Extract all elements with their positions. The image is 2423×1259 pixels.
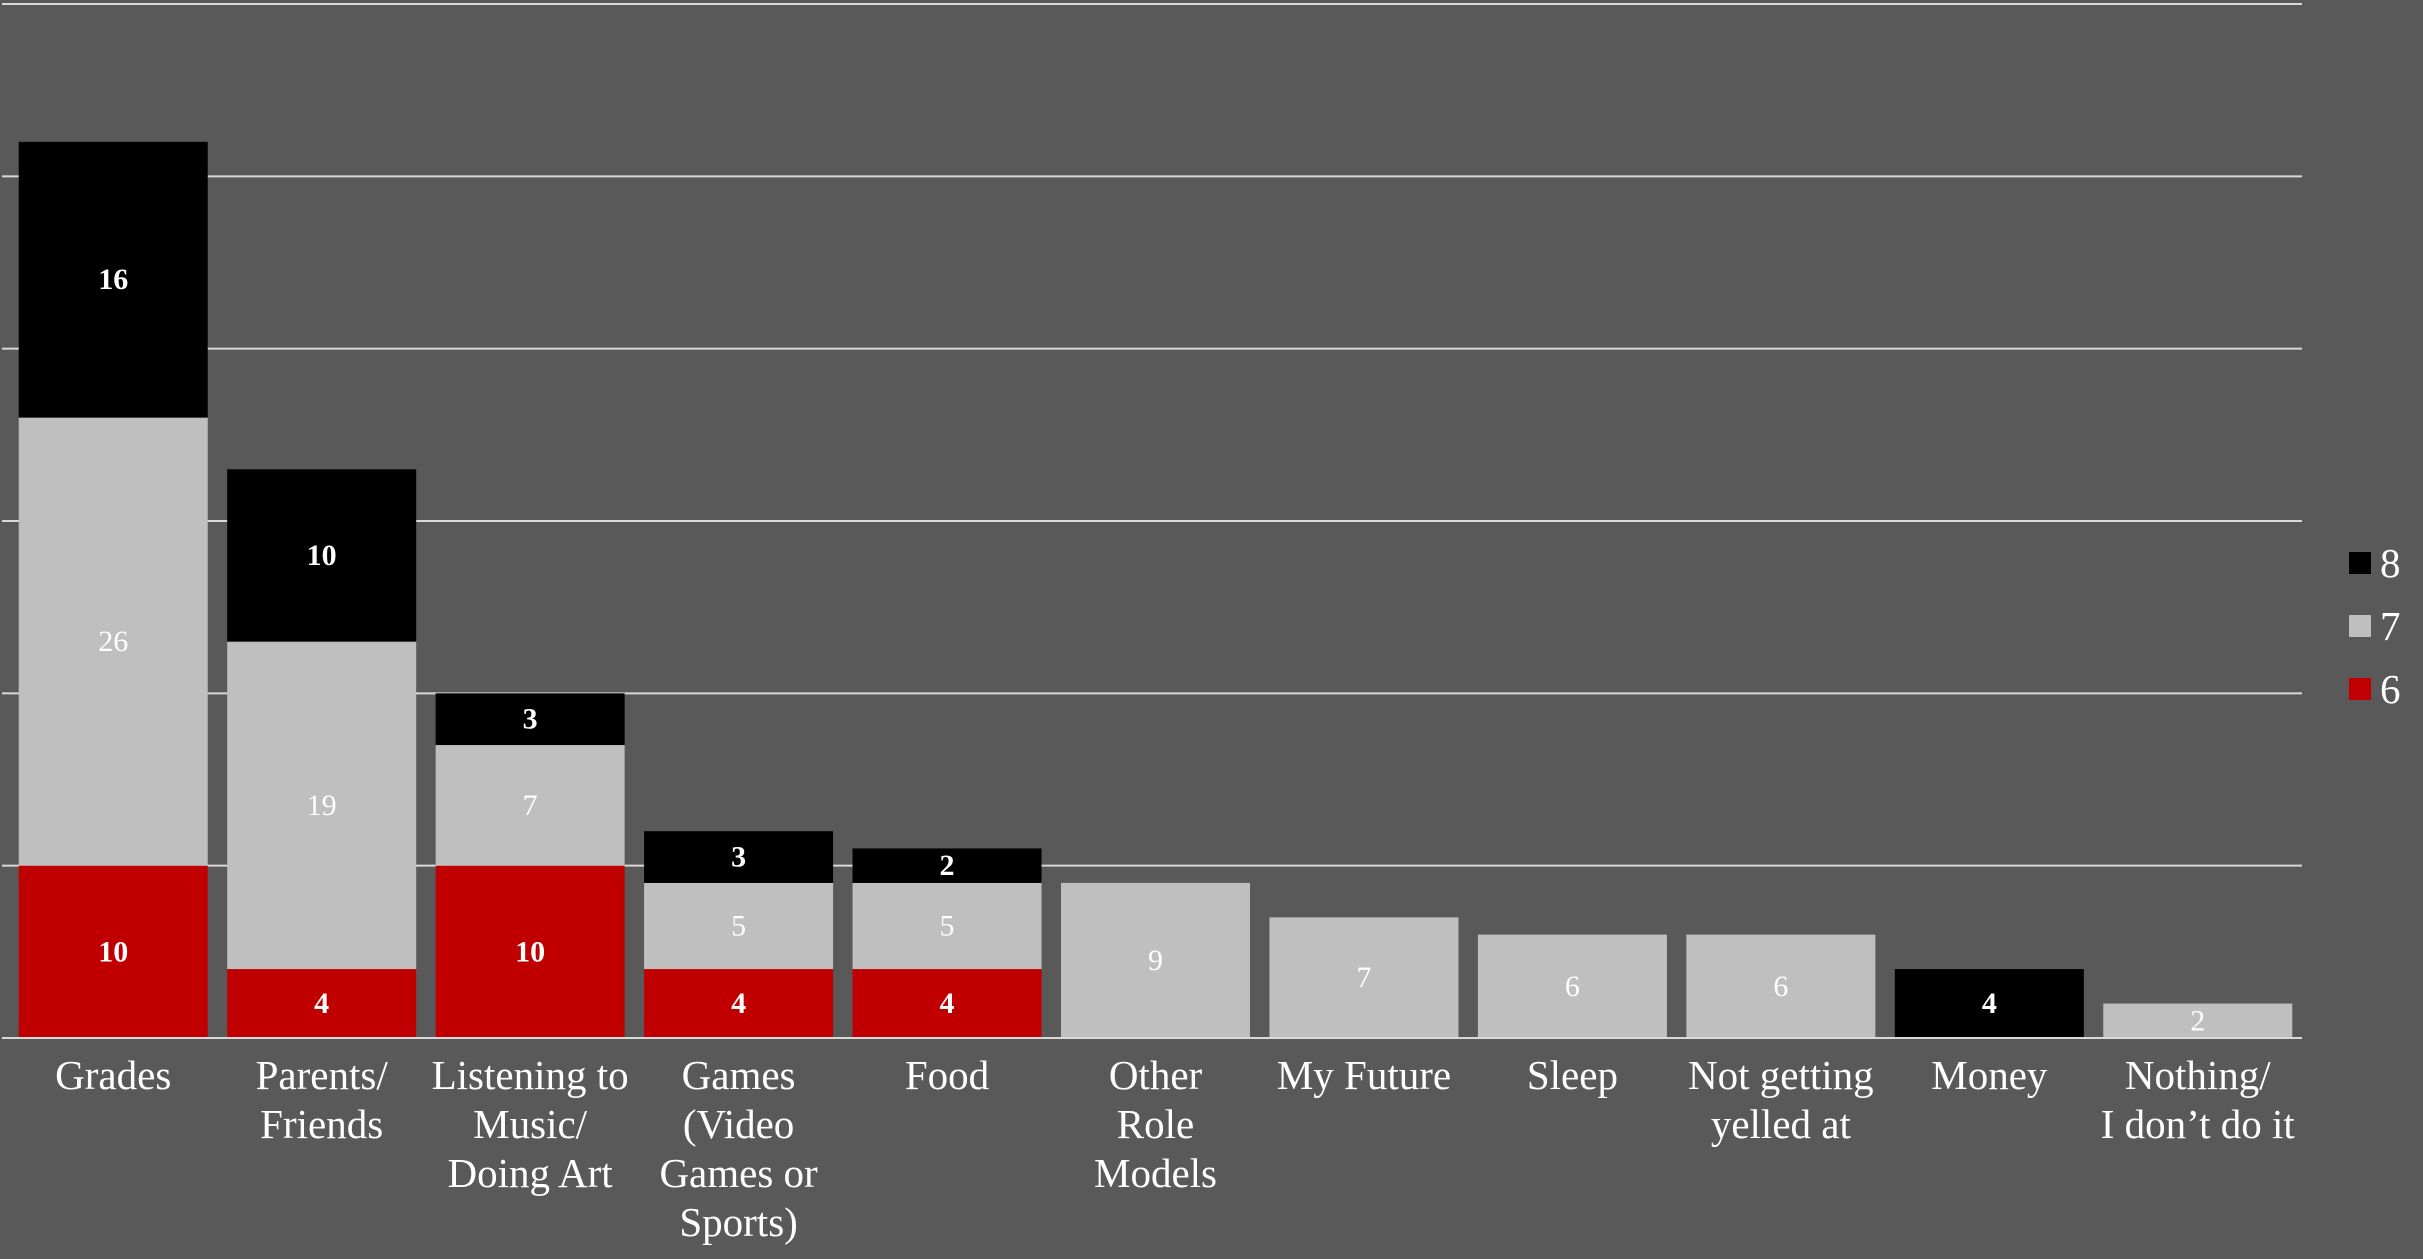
legend-label[interactable]: 6 <box>2380 666 2401 712</box>
data-label: 26 <box>98 625 128 658</box>
category-label: Games (Video Games or Sports) <box>659 1052 818 1245</box>
bar-segment <box>1477 934 1667 1038</box>
bar-segment <box>1269 917 1459 1038</box>
data-label: 4 <box>1982 987 1997 1020</box>
legend-swatch <box>2349 615 2371 637</box>
category-label: Listening to Music/Doing Art <box>432 1052 629 1196</box>
bar-segment <box>18 141 208 418</box>
data-label: 4 <box>940 987 955 1020</box>
bar-segment <box>435 693 625 746</box>
bar-segment <box>644 831 834 883</box>
bar-segment <box>1686 934 1876 1038</box>
bar-segment <box>852 848 1042 883</box>
legend[interactable]: 8 7 6 <box>2349 540 2401 712</box>
data-label: 10 <box>307 539 337 572</box>
data-label: 7 <box>523 789 538 822</box>
data-label: 4 <box>314 987 329 1020</box>
data-label: 9 <box>1148 944 1163 977</box>
bar-segment <box>227 469 417 642</box>
data-label: 10 <box>515 935 545 968</box>
category-label: My Future <box>1277 1052 1451 1098</box>
data-label: 6 <box>1565 970 1580 1003</box>
bar-segment <box>18 417 208 866</box>
bars: 10 26 16 4 19 10 10 7 3 4 5 3 4 5 2 9 7 6 6 4 2 <box>18 141 2293 1038</box>
legend-swatch <box>2349 678 2371 700</box>
data-label: 3 <box>523 703 538 736</box>
bar-segment <box>644 882 834 970</box>
category-label: Not getting yelled at <box>1688 1052 1874 1147</box>
data-label: 5 <box>940 909 955 942</box>
category-label: Parents/Friends <box>256 1052 389 1147</box>
data-label: 4 <box>731 987 746 1020</box>
bar-segment <box>435 745 625 866</box>
category-label: Other Role Models <box>1094 1052 1217 1196</box>
bar-segment <box>852 969 1042 1038</box>
data-label: 10 <box>98 935 128 968</box>
data-label: 2 <box>2190 1004 2205 1037</box>
bar-segment <box>852 882 1042 970</box>
legend-swatch <box>2349 552 2371 574</box>
category-labels: Grades Parents/Friends Listening to Music/D… <box>55 1052 2295 1245</box>
category-label: Sleep <box>1527 1052 1618 1098</box>
category-label: Money <box>1931 1052 2048 1098</box>
data-label: 16 <box>98 263 128 296</box>
data-label: 19 <box>307 789 337 822</box>
legend-label[interactable]: 8 <box>2380 540 2401 586</box>
data-label: 3 <box>731 841 746 874</box>
data-label: 2 <box>940 849 955 882</box>
category-label: Food <box>905 1052 989 1098</box>
bar-segment <box>227 641 417 970</box>
bar-segment <box>644 969 834 1038</box>
data-label: 7 <box>1356 961 1371 994</box>
bar-segment <box>1061 882 1250 1038</box>
legend-label[interactable]: 7 <box>2380 603 2401 649</box>
data-label: 5 <box>731 909 746 942</box>
bar-segment <box>435 865 625 1038</box>
bar-segment <box>227 969 417 1038</box>
bar-segment <box>1894 969 2084 1038</box>
category-label: Grades <box>55 1052 171 1098</box>
bar-segment <box>2103 1003 2293 1038</box>
category-label: Nothing/I don’t do it <box>2101 1052 2296 1147</box>
data-label: 6 <box>1773 970 1788 1003</box>
bar-segment <box>18 865 208 1038</box>
